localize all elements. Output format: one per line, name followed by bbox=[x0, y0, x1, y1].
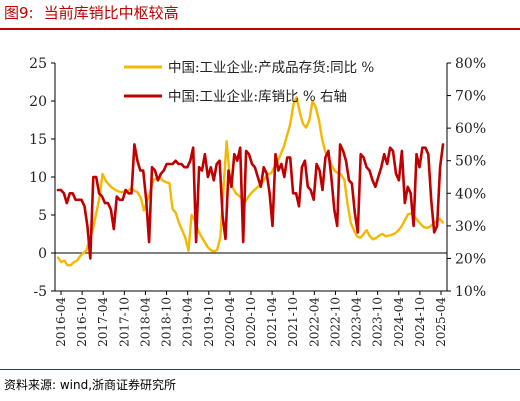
x-axis-tick-label: 2019-04 bbox=[181, 297, 195, 347]
left-axis-tick-label: 10 bbox=[29, 170, 47, 186]
left-axis-tick-label: 20 bbox=[29, 94, 47, 110]
x-axis-tick-label: 2019-10 bbox=[202, 297, 216, 347]
left-axis-tick-label: 15 bbox=[29, 132, 47, 148]
x-axis-tick-label: 2022-10 bbox=[328, 297, 342, 347]
line-chart: -5 0 5 10 15 20 25 10% 20% 30% 40% 50% 60% 70% 80% 2016… bbox=[29, 56, 486, 347]
x-axis-tick-label: 2021-10 bbox=[286, 297, 300, 347]
left-axis-tick-label: 25 bbox=[29, 56, 47, 72]
figure-title-text: 当前库销比中枢较高 bbox=[43, 4, 179, 22]
title-divider bbox=[0, 28, 520, 30]
legend: 中国:工业企业:产成品存货:同比 % 中国:工业企业:库销比 % 右轴 bbox=[124, 59, 374, 105]
left-axis-tick-label: 5 bbox=[38, 208, 47, 224]
source-note: 资料来源: wind,浙商证券研究所 bbox=[4, 378, 177, 392]
x-axis-tick-label: 2020-04 bbox=[223, 297, 237, 347]
inventory-sales-ratio-line bbox=[56, 143, 445, 260]
x-axis-tick-label: 2017-10 bbox=[117, 297, 131, 347]
series-layer bbox=[56, 95, 445, 267]
x-axis-tick-label: 2025-04 bbox=[434, 297, 448, 347]
figure-title: 图9: 当前库销比中枢较高 bbox=[4, 2, 179, 23]
x-axis-tick-label: 2024-10 bbox=[413, 297, 427, 347]
legend-label: 中国:工业企业:库销比 % 右轴 bbox=[168, 88, 347, 105]
legend-label: 中国:工业企业:产成品存货:同比 % bbox=[168, 59, 374, 76]
right-axis-tick-label: 30% bbox=[455, 219, 486, 235]
right-axis-tick-label: 20% bbox=[455, 251, 486, 267]
right-axis-tick-label: 60% bbox=[455, 121, 486, 137]
x-axis-tick-label: 2022-04 bbox=[307, 297, 321, 347]
x-axis-tick-label: 2024-04 bbox=[392, 297, 406, 347]
axes-layer: -5 0 5 10 15 20 25 10% 20% 30% 40% 50% 60% 70% 80% 2016… bbox=[29, 56, 486, 347]
x-axis-tick-label: 2016-10 bbox=[75, 297, 89, 347]
x-axis-tick-label: 2018-10 bbox=[160, 297, 174, 347]
x-axis-tick-label: 2020-10 bbox=[244, 297, 258, 347]
x-axis-tick-label: 2018-04 bbox=[138, 297, 152, 347]
inventory-yoy-line bbox=[56, 95, 445, 267]
right-axis-tick-label: 50% bbox=[455, 154, 486, 170]
x-axis-tick-label: 2023-04 bbox=[350, 297, 364, 347]
left-axis-tick-label: -5 bbox=[33, 284, 47, 300]
x-axis-tick-label: 2016-04 bbox=[54, 297, 68, 347]
right-axis-tick-label: 10% bbox=[455, 284, 486, 300]
x-axis-tick-label: 2021-04 bbox=[265, 297, 279, 347]
left-axis-tick-label: 0 bbox=[38, 246, 47, 262]
right-axis-tick-label: 80% bbox=[455, 56, 486, 72]
source-divider bbox=[0, 369, 520, 370]
x-axis-tick-label: 2017-04 bbox=[96, 297, 110, 347]
right-axis-tick-label: 40% bbox=[455, 186, 486, 202]
figure-number: 图9: bbox=[4, 4, 34, 22]
right-axis-tick-label: 70% bbox=[455, 89, 486, 105]
x-axis-tick-label: 2023-10 bbox=[371, 297, 385, 347]
